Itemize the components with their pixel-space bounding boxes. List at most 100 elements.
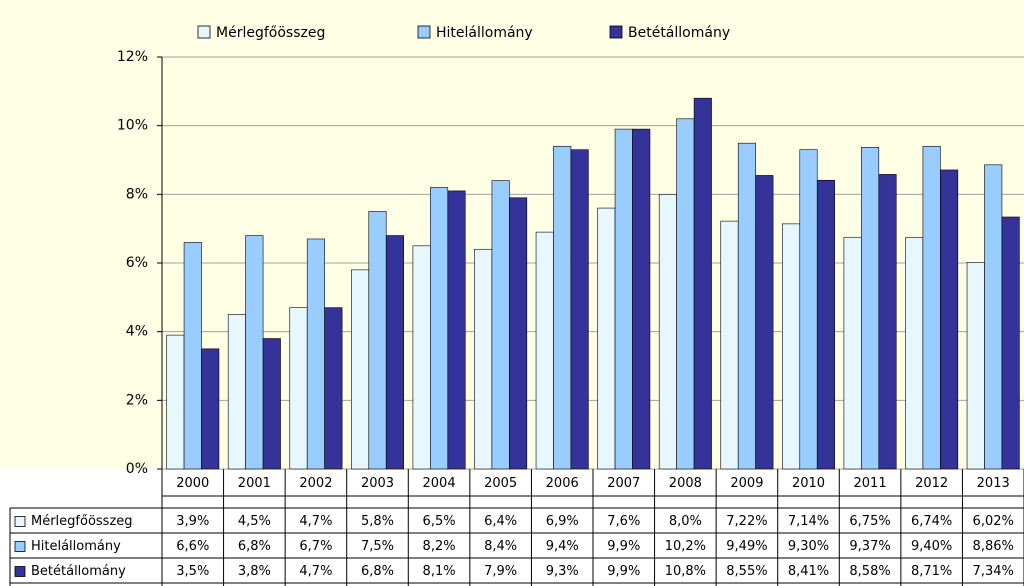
bar [351,269,370,470]
table-value: 8,71% [911,564,952,579]
bar [491,180,510,470]
table-value: 7,6% [607,514,640,529]
table-value: 9,30% [788,539,829,554]
bar [447,190,466,470]
table-swatch [14,516,26,527]
x-tick-label: 2003 [361,476,394,491]
table-value: 6,9% [546,514,579,529]
table-value: 9,49% [726,539,767,554]
table-value: 6,5% [423,514,456,529]
table-value: 6,4% [484,514,517,529]
bar [737,142,756,470]
table-value: 9,3% [546,564,579,579]
table-value: 8,41% [788,564,829,579]
x-tick-label: 2008 [669,476,702,491]
table-value: 10,2% [665,539,706,554]
table-value: 5,8% [361,514,394,529]
bar [166,334,185,470]
y-tick-label: 12% [117,49,148,65]
table-value: 6,6% [176,539,209,554]
y-tick-label: 10% [117,118,148,134]
table-row-label: Hitelállomány [31,539,121,554]
bar [183,242,202,470]
bar [412,245,431,470]
legend-label: Betétállomány [628,25,730,41]
bar [878,174,897,470]
y-tick-label: 0% [126,461,148,477]
table-value: 6,02% [973,514,1014,529]
table-value: 8,2% [423,539,456,554]
x-tick-label: 2007 [607,476,640,491]
table-value: 8,86% [973,539,1014,554]
x-tick-label: 2005 [484,476,517,491]
table-value: 9,40% [911,539,952,554]
x-tick-label: 2004 [423,476,456,491]
bar [385,235,404,470]
table-value: 4,7% [299,564,332,579]
table-value: 7,14% [788,514,829,529]
table-value: 7,34% [973,564,1014,579]
x-tick-label: 2012 [915,476,948,491]
x-tick-label: 2001 [238,476,271,491]
bar [658,194,677,470]
y-tick-label: 2% [126,392,148,408]
bar [535,231,554,470]
x-tick-label: 2006 [546,476,579,491]
table-value: 6,8% [361,564,394,579]
bar [922,145,941,470]
bar [289,307,308,470]
table-row-label: Betétállomány [31,564,126,579]
bar [984,164,1003,470]
bar [693,97,712,470]
x-tick-label: 2009 [730,476,763,491]
legend-swatch [609,25,623,39]
bar [966,262,985,470]
bar [553,145,572,470]
table-value: 4,5% [238,514,271,529]
bar [324,307,343,470]
table-value: 3,9% [176,514,209,529]
bar [676,118,695,470]
bar [597,207,616,470]
bar [720,220,739,470]
table-value: 10,8% [665,564,706,579]
table-value: 9,4% [546,539,579,554]
bar [782,223,801,470]
table-swatch [14,541,26,552]
bar [306,238,325,470]
table-value: 7,9% [484,564,517,579]
x-tick-label: 2011 [854,476,887,491]
bar [201,348,220,470]
table-value: 6,7% [299,539,332,554]
bar [262,338,281,470]
table-value: 3,8% [238,564,271,579]
table-value: 6,75% [849,514,890,529]
bar [799,149,818,470]
x-tick-label: 2000 [176,476,209,491]
table-value: 7,22% [726,514,767,529]
x-tick-label: 2002 [299,476,332,491]
table-value: 3,5% [176,564,209,579]
x-tick-label: 2013 [977,476,1010,491]
y-tick-label: 6% [126,255,148,271]
table-value: 8,1% [423,564,456,579]
legend-swatch [197,25,211,39]
bar [755,175,774,470]
bar [474,248,493,470]
table-background [0,469,1024,586]
table-value: 4,7% [299,514,332,529]
bar [245,235,264,470]
x-tick-label: 2010 [792,476,825,491]
bar [861,146,880,470]
table-row-label: Mérlegfőösszeg [31,514,133,529]
bar [509,197,528,470]
bar [940,169,959,470]
y-tick-label: 8% [126,186,148,202]
table-value: 9,9% [607,564,640,579]
bar [905,237,924,470]
table-swatch [14,566,26,577]
bar [430,187,449,470]
table-value: 8,58% [849,564,890,579]
table-value: 9,9% [607,539,640,554]
